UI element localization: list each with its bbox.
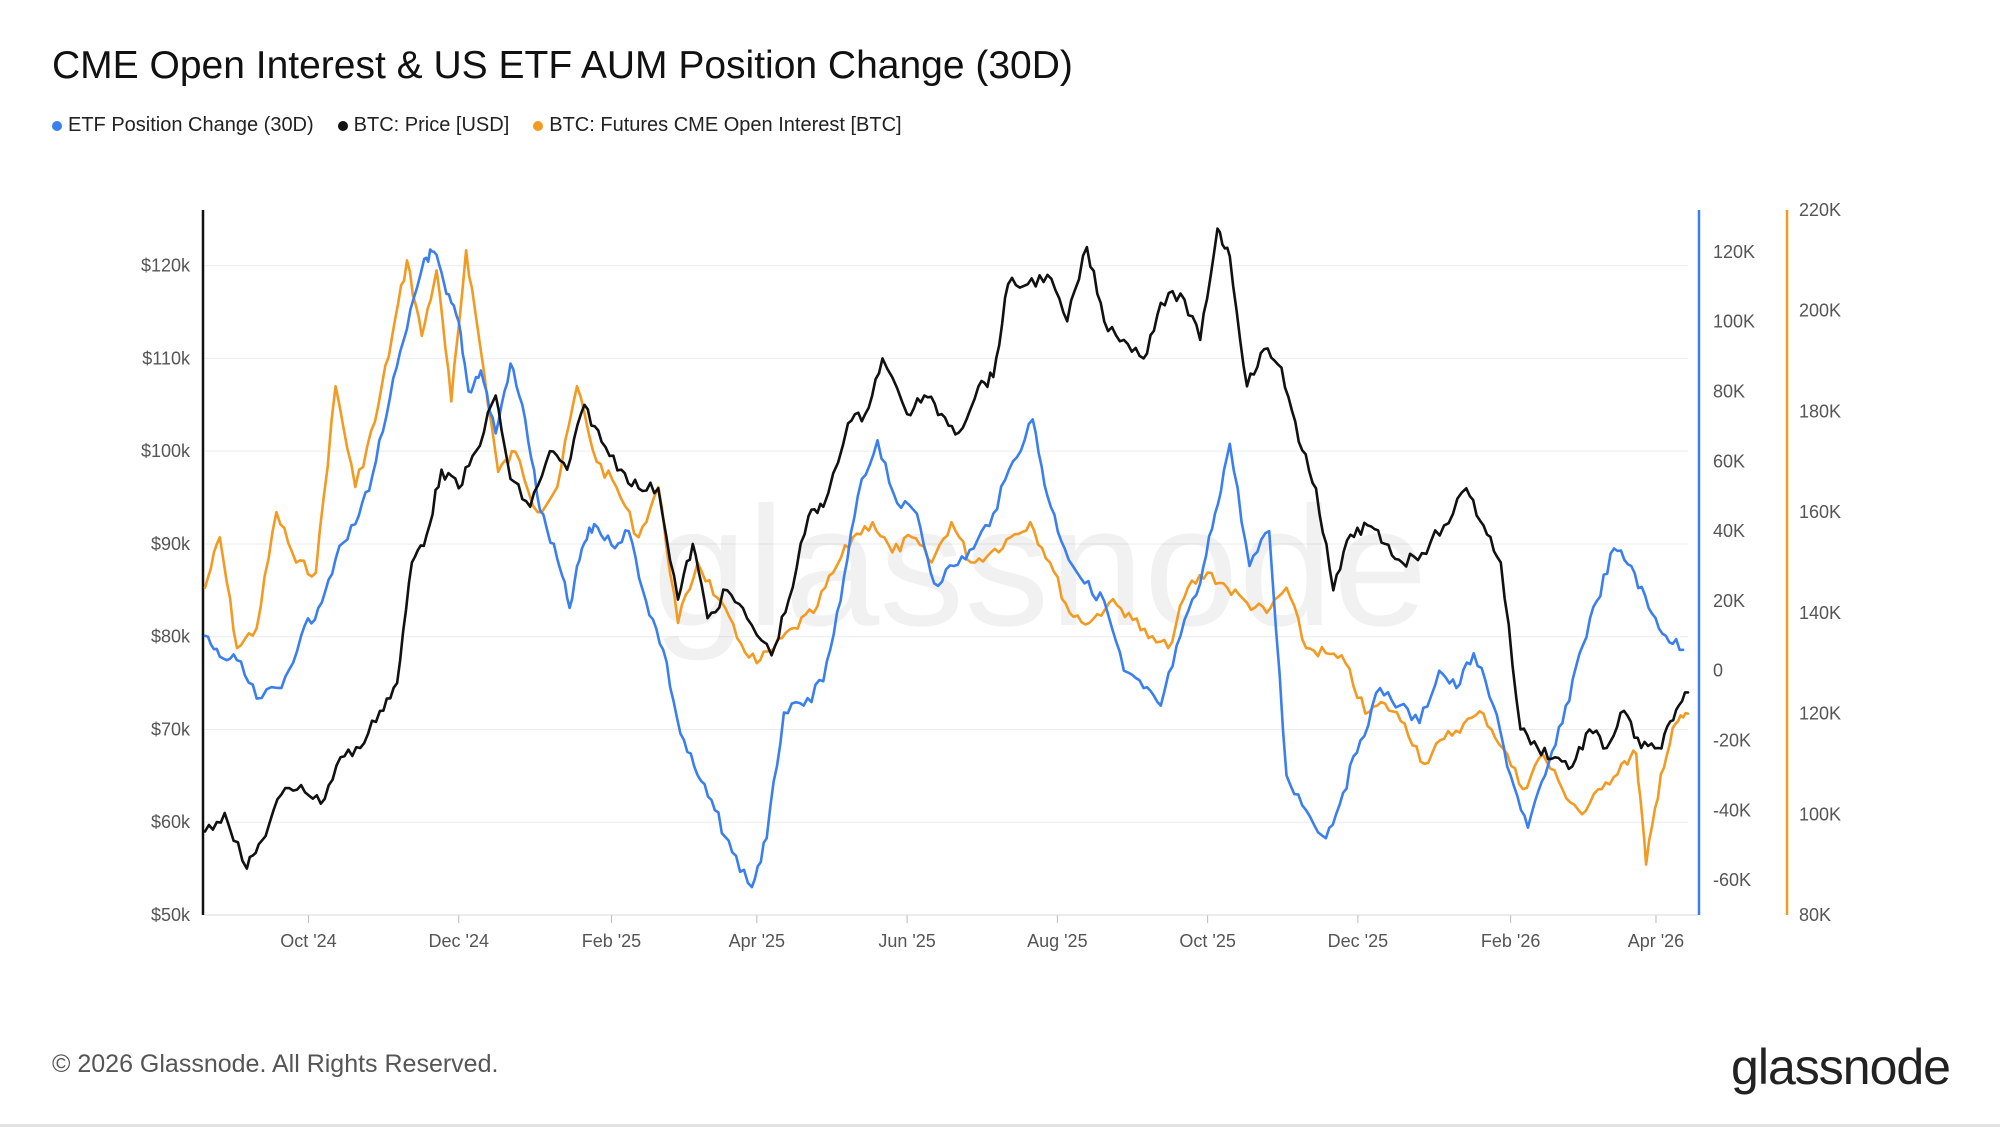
series-layer[interactable] — [203, 227, 1690, 889]
x-tick-label: Feb '25 — [582, 931, 641, 951]
y-right-orange-tick-label: 220K — [1799, 200, 1841, 220]
y-right-blue-tick-label: 80K — [1713, 381, 1745, 401]
x-tick-label: Feb '26 — [1481, 931, 1540, 951]
y-left-tick-label: $70k — [151, 719, 191, 739]
y-right-orange-tick-label: 200K — [1799, 301, 1841, 321]
axes — [201, 210, 1789, 923]
y-right-blue-tick-label: 0 — [1713, 661, 1723, 681]
y-right-orange-tick-label: 180K — [1799, 401, 1841, 421]
y-right-blue-tick-label: -20K — [1713, 730, 1751, 750]
y-left-tick-label: $120k — [141, 256, 191, 276]
y-left-tick-label: $100k — [141, 441, 191, 461]
y-right-blue-tick-label: 20K — [1713, 591, 1745, 611]
y-right-blue-tick-label: 120K — [1713, 242, 1755, 262]
y-right-orange-tick-label: 120K — [1799, 704, 1841, 724]
y-right-blue-tick-label: -60K — [1713, 870, 1751, 890]
legend-dot-etf — [52, 120, 62, 131]
y-left-tick-label: $110k — [142, 348, 191, 368]
copyright-footer: © 2026 Glassnode. All Rights Reserved. — [52, 1050, 499, 1078]
chart-title: CME Open Interest & US ETF AUM Position … — [52, 44, 1073, 87]
legend-item-price[interactable]: BTC: Price [USD] — [337, 114, 510, 137]
legend-label-cme: BTC: Futures CME Open Interest [BTC] — [549, 114, 902, 136]
bottom-divider — [0, 1124, 2000, 1127]
legend-item-etf[interactable]: ETF Position Change (30D) — [52, 114, 314, 137]
legend-dot-cme — [533, 120, 544, 131]
y-right-orange-tick-label: 140K — [1799, 603, 1841, 623]
chart-legend: ETF Position Change (30D) BTC: Price [US… — [52, 114, 902, 137]
x-tick-label: Aug '25 — [1027, 931, 1088, 951]
series-line-etf[interactable] — [203, 248, 1685, 889]
series-line-cme[interactable] — [203, 249, 1690, 866]
y-left-tick-label: $50k — [151, 905, 191, 925]
x-tick-label: Jun '25 — [878, 931, 935, 951]
x-tick-label: Oct '25 — [1179, 931, 1235, 951]
x-tick-label: Dec '24 — [429, 931, 489, 951]
y-right-orange-tick-label: 160K — [1799, 502, 1841, 522]
y-right-blue-tick-label: 40K — [1713, 521, 1745, 541]
legend-dot-price — [337, 120, 348, 131]
x-tick-label: Oct '24 — [280, 931, 336, 951]
y-right-blue-tick-label: 60K — [1713, 451, 1745, 471]
series-line-price[interactable] — [203, 227, 1690, 870]
y-right-orange-tick-label: 80K — [1799, 905, 1831, 925]
y-right-blue-tick-label: -40K — [1713, 800, 1751, 820]
y-right-blue-tick-label: 100K — [1713, 312, 1755, 332]
legend-item-cme[interactable]: BTC: Futures CME Open Interest [BTC] — [533, 114, 902, 137]
watermark-text: glassnode — [652, 472, 1427, 662]
y-left-tick-label: $80k — [151, 627, 191, 647]
legend-label-price: BTC: Price [USD] — [353, 114, 510, 136]
x-tick-label: Apr '25 — [729, 931, 785, 951]
legend-label-etf: ETF Position Change (30D) — [68, 114, 314, 136]
x-tick-label: Dec '25 — [1328, 931, 1388, 951]
y-left-tick-label: $90k — [151, 534, 191, 554]
brand-logo: glassnode — [1731, 1039, 1951, 1095]
y-left-tick-label: $60k — [151, 812, 191, 832]
x-tick-label: Apr '26 — [1628, 931, 1684, 951]
y-right-orange-tick-label: 100K — [1799, 804, 1841, 824]
tick-labels: $50k $60k $70k $80k $90k $100k $110k $120k Oct '… — [141, 200, 1841, 951]
